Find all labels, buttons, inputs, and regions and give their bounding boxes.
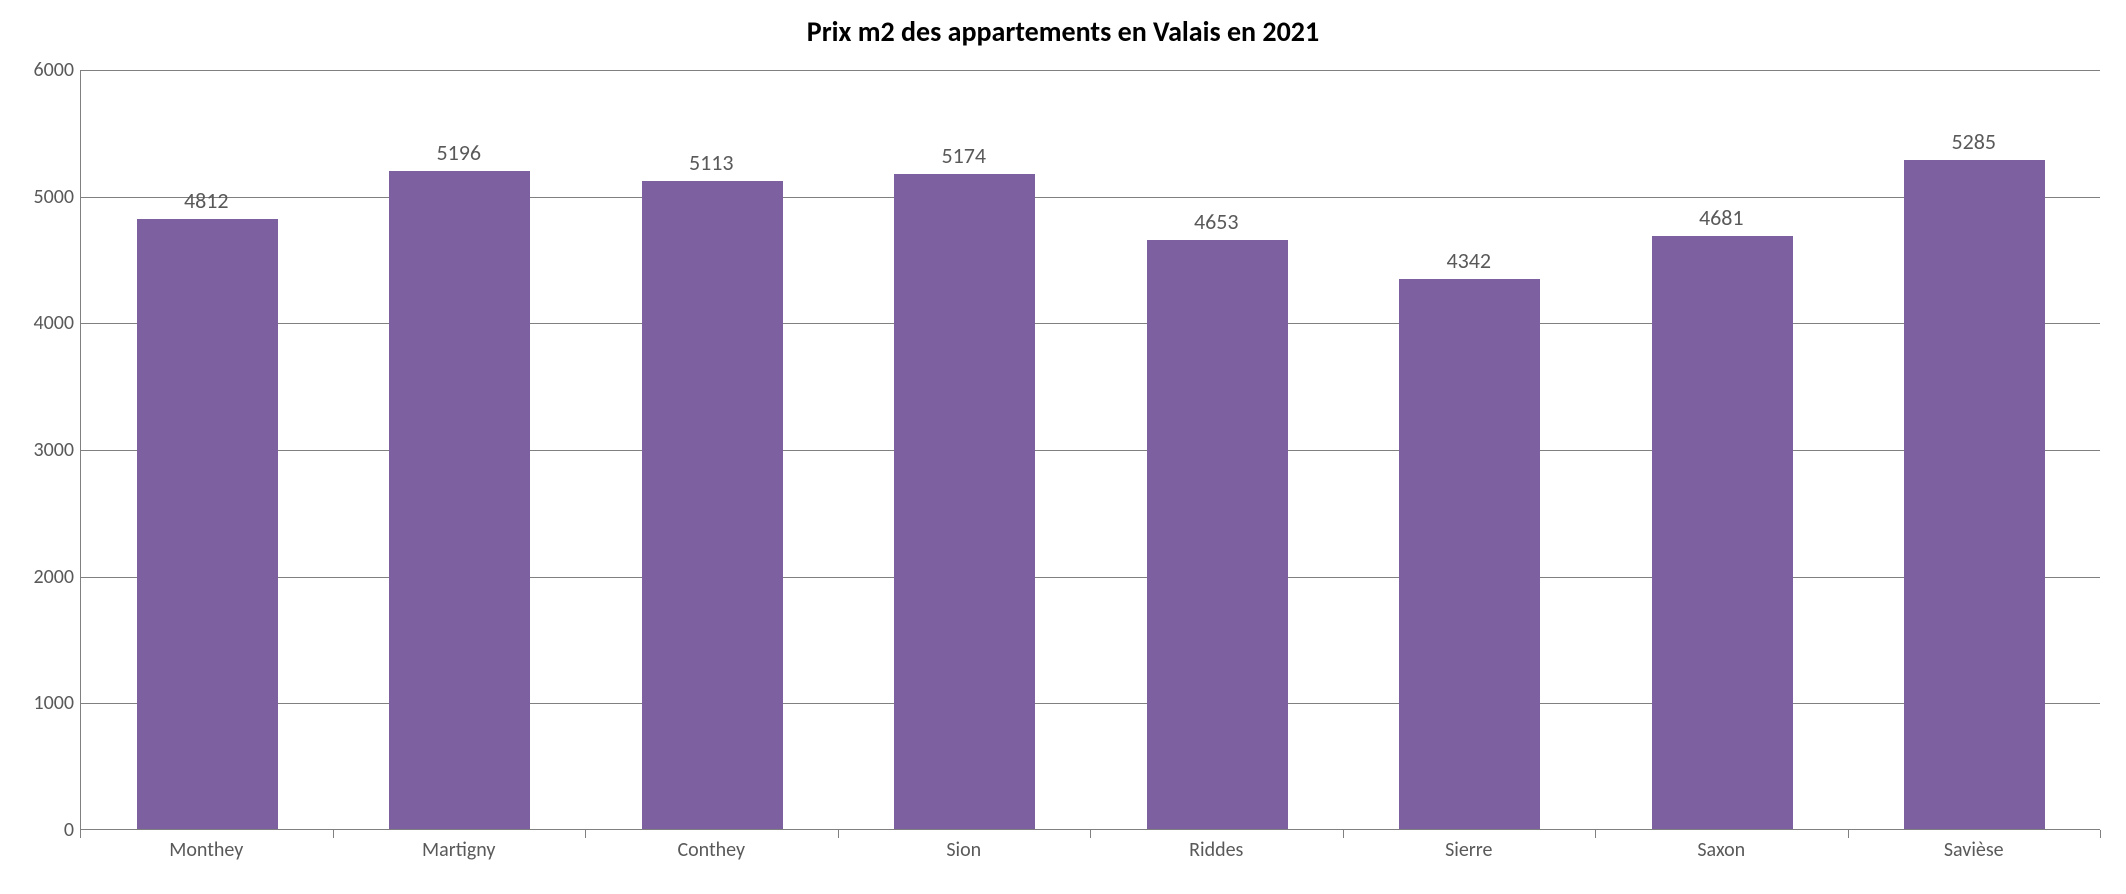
bar <box>137 219 278 829</box>
bar <box>1147 240 1288 829</box>
bar-value-label: 4653 <box>1194 208 1239 235</box>
x-axis-tick-label: Sierre <box>1445 838 1492 862</box>
bar <box>1904 160 2045 829</box>
plot-area <box>80 70 2100 830</box>
x-axis-tick-mark <box>80 830 81 838</box>
x-axis-tick-label: Saxon <box>1697 838 1745 862</box>
bar <box>389 171 530 829</box>
x-axis-tick-label: Monthey <box>169 838 243 862</box>
bar-value-label: 5285 <box>1951 128 1996 155</box>
gridline <box>81 577 2100 578</box>
x-axis-tick-mark <box>2100 830 2101 838</box>
x-axis-tick-mark <box>585 830 586 838</box>
bar-value-label: 5174 <box>941 142 986 169</box>
x-axis-tick-mark <box>1595 830 1596 838</box>
bar-value-label: 5113 <box>689 149 734 176</box>
gridline <box>81 703 2100 704</box>
bar-value-label: 4812 <box>184 187 229 214</box>
x-axis-tick-label: Savièse <box>1944 838 2004 862</box>
gridline <box>81 70 2100 71</box>
bar <box>1652 236 1793 829</box>
bar <box>894 174 1035 829</box>
y-axis-tick-label: 6000 <box>4 58 74 82</box>
y-axis-tick-label: 0 <box>4 818 74 842</box>
x-axis-tick-mark <box>1848 830 1849 838</box>
bar-value-label: 4342 <box>1446 247 1491 274</box>
gridline <box>81 450 2100 451</box>
gridline <box>81 323 2100 324</box>
bar <box>1399 279 1540 829</box>
y-axis-tick-label: 2000 <box>4 565 74 589</box>
bar <box>642 181 783 829</box>
y-axis-tick-label: 3000 <box>4 438 74 462</box>
x-axis-tick-label: Conthey <box>677 838 745 862</box>
y-axis-tick-label: 5000 <box>4 185 74 209</box>
x-axis-tick-label: Riddes <box>1189 838 1243 862</box>
x-axis-tick-label: Sion <box>946 838 981 862</box>
x-axis-tick-label: Martigny <box>422 838 495 862</box>
x-axis-tick-mark <box>333 830 334 838</box>
bar-chart: Prix m2 des appartements en Valais en 20… <box>0 0 2126 894</box>
bar-value-label: 5196 <box>436 139 481 166</box>
y-axis-tick-label: 4000 <box>4 311 74 335</box>
x-axis-tick-mark <box>838 830 839 838</box>
y-axis-tick-label: 1000 <box>4 691 74 715</box>
x-axis-tick-mark <box>1090 830 1091 838</box>
chart-title: Prix m2 des appartements en Valais en 20… <box>0 14 2126 49</box>
gridline <box>81 197 2100 198</box>
bar-value-label: 4681 <box>1699 204 1744 231</box>
x-axis-tick-mark <box>1343 830 1344 838</box>
